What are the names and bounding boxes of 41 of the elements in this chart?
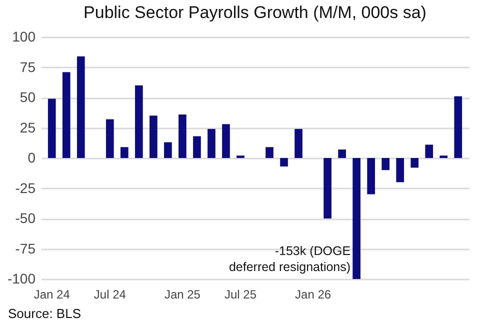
bar (135, 85, 143, 158)
bar (62, 72, 70, 158)
x-tick-label: Jul 25 (224, 288, 257, 302)
x-tick-label: Jan 24 (34, 288, 70, 302)
bar (352, 158, 360, 279)
y-tick-label: -25 (15, 180, 36, 196)
bar (410, 158, 419, 168)
x-tick-label: Jan 25 (164, 288, 201, 302)
bar (193, 136, 201, 158)
bar (367, 158, 375, 194)
bar (106, 119, 114, 158)
source-note: Source: BLS (8, 306, 81, 321)
bar (164, 142, 172, 158)
y-tick-label: -75 (15, 240, 36, 256)
bar (48, 98, 56, 158)
bar (150, 116, 158, 158)
y-tick-label: 50 (20, 89, 36, 105)
bar (324, 158, 332, 218)
bar (120, 147, 128, 158)
x-tick-label: Jan 26 (295, 288, 332, 302)
y-tick-label: 100 (12, 28, 36, 44)
y-tick-label: -100 (7, 270, 36, 286)
bar (294, 128, 302, 158)
bar (76, 56, 85, 158)
y-tick-label: 75 (20, 58, 36, 75)
bar (178, 114, 186, 158)
bar (338, 150, 346, 158)
y-tick-label: -50 (15, 210, 36, 226)
y-tick-label: 25 (20, 119, 36, 136)
annotation: -153k (DOGE deferred resignations) (228, 244, 351, 274)
y-tick-label: 0 (28, 150, 36, 166)
x-tick-label: Jul 24 (94, 288, 126, 302)
bar (454, 96, 462, 158)
bar (266, 147, 274, 158)
bar (425, 144, 434, 158)
chart-title: Public Sector Payrolls Growth (M/M, 000s sa) (84, 3, 426, 22)
bar (208, 128, 216, 158)
bar (222, 124, 230, 158)
bar (280, 158, 288, 166)
bar (382, 158, 390, 170)
bar (396, 158, 404, 182)
